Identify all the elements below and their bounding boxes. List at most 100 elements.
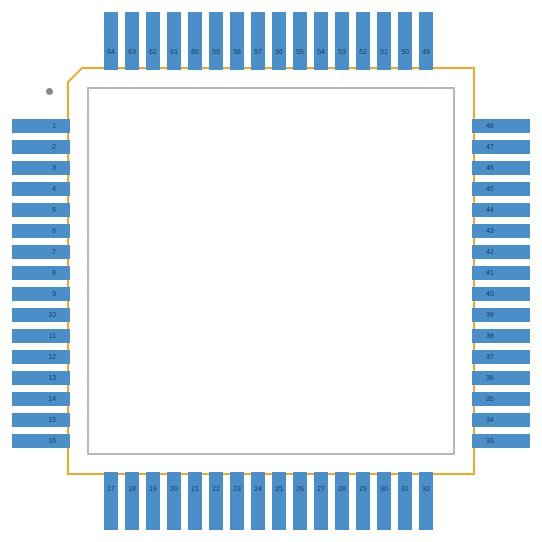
pin-38: 38 <box>472 329 530 343</box>
pin-label: 37 <box>486 354 494 361</box>
pin-label: 43 <box>486 228 494 235</box>
pin-label: 61 <box>170 49 178 56</box>
pin-62: 62 <box>146 12 160 70</box>
pin-30: 30 <box>377 472 391 530</box>
pin-29: 29 <box>356 472 370 530</box>
pin-label: 42 <box>486 249 494 256</box>
pin-12: 12 <box>12 350 70 364</box>
pin-42: 42 <box>472 245 530 259</box>
pin-label: 52 <box>359 49 367 56</box>
pin-label: 12 <box>48 354 56 361</box>
pin-label: 53 <box>338 49 346 56</box>
pin-59: 59 <box>209 12 223 70</box>
pin-label: 13 <box>48 375 56 382</box>
pin-3: 3 <box>12 161 70 175</box>
ic-footprint-canvas: 1234567891011121314151648474645444342414… <box>0 0 542 542</box>
pin-27: 27 <box>314 472 328 530</box>
pin-label: 11 <box>49 333 56 340</box>
pin-label: 24 <box>254 486 262 493</box>
pin-32: 32 <box>419 472 433 530</box>
pin-56: 56 <box>272 12 286 70</box>
pin-1: 1 <box>12 119 70 133</box>
pin-label: 7 <box>52 249 56 256</box>
pin-47: 47 <box>472 140 530 154</box>
pin-57: 57 <box>251 12 265 70</box>
pin-label: 8 <box>52 270 56 277</box>
pin-14: 14 <box>12 392 70 406</box>
pin-label: 28 <box>338 486 346 493</box>
pin-40: 40 <box>472 287 530 301</box>
pin-label: 46 <box>486 165 494 172</box>
pin-label: 45 <box>486 186 494 193</box>
pin-58: 58 <box>230 12 244 70</box>
pin-20: 20 <box>167 472 181 530</box>
pin-label: 4 <box>52 186 56 193</box>
pin-43: 43 <box>472 224 530 238</box>
body-svg <box>0 0 542 542</box>
pin-label: 59 <box>212 49 220 56</box>
pin-label: 41 <box>486 270 494 277</box>
pin-label: 51 <box>380 49 388 56</box>
pin-label: 55 <box>296 49 304 56</box>
pin-22: 22 <box>209 472 223 530</box>
pin-31: 31 <box>398 472 412 530</box>
pin-35: 35 <box>472 392 530 406</box>
pin1-indicator-dot <box>46 88 53 95</box>
pin-label: 2 <box>52 144 56 151</box>
pin-13: 13 <box>12 371 70 385</box>
pin-label: 16 <box>48 438 56 445</box>
pin-46: 46 <box>472 161 530 175</box>
pin-label: 58 <box>233 49 241 56</box>
pin-52: 52 <box>356 12 370 70</box>
pin-label: 60 <box>191 49 199 56</box>
pin-label: 40 <box>486 291 494 298</box>
pin-label: 30 <box>380 486 388 493</box>
pin-label: 29 <box>359 486 367 493</box>
package-inner-border <box>88 88 454 454</box>
pin-64: 64 <box>104 12 118 70</box>
pin-16: 16 <box>12 434 70 448</box>
pin-24: 24 <box>251 472 265 530</box>
pin-label: 17 <box>107 486 115 493</box>
pin-label: 31 <box>401 486 409 493</box>
pin-label: 38 <box>486 333 494 340</box>
pin-25: 25 <box>272 472 286 530</box>
pin-15: 15 <box>12 413 70 427</box>
pin-53: 53 <box>335 12 349 70</box>
pin-label: 20 <box>170 486 178 493</box>
pin-label: 9 <box>52 291 56 298</box>
pin-label: 57 <box>254 49 262 56</box>
pin-19: 19 <box>146 472 160 530</box>
pin-label: 21 <box>191 486 199 493</box>
pin-label: 50 <box>401 49 409 56</box>
pin-8: 8 <box>12 266 70 280</box>
pin-label: 34 <box>486 417 494 424</box>
pin-label: 36 <box>486 375 494 382</box>
pin-label: 63 <box>128 49 136 56</box>
pin-label: 62 <box>149 49 157 56</box>
pin-45: 45 <box>472 182 530 196</box>
pin-4: 4 <box>12 182 70 196</box>
pin-23: 23 <box>230 472 244 530</box>
pin-label: 56 <box>275 49 283 56</box>
pin-61: 61 <box>167 12 181 70</box>
pin-21: 21 <box>188 472 202 530</box>
pin-11: 11 <box>12 329 70 343</box>
pin-55: 55 <box>293 12 307 70</box>
pin-label: 19 <box>149 486 157 493</box>
pin-37: 37 <box>472 350 530 364</box>
pin-2: 2 <box>12 140 70 154</box>
pin-label: 14 <box>48 396 56 403</box>
pin-41: 41 <box>472 266 530 280</box>
pin-33: 33 <box>472 434 530 448</box>
pin-label: 44 <box>486 207 494 214</box>
pin-6: 6 <box>12 224 70 238</box>
pin-7: 7 <box>12 245 70 259</box>
pin-label: 27 <box>317 486 325 493</box>
pin-9: 9 <box>12 287 70 301</box>
pin-label: 5 <box>52 207 56 214</box>
pin-50: 50 <box>398 12 412 70</box>
pin-label: 25 <box>275 486 283 493</box>
pin-label: 10 <box>48 312 56 319</box>
pin-60: 60 <box>188 12 202 70</box>
